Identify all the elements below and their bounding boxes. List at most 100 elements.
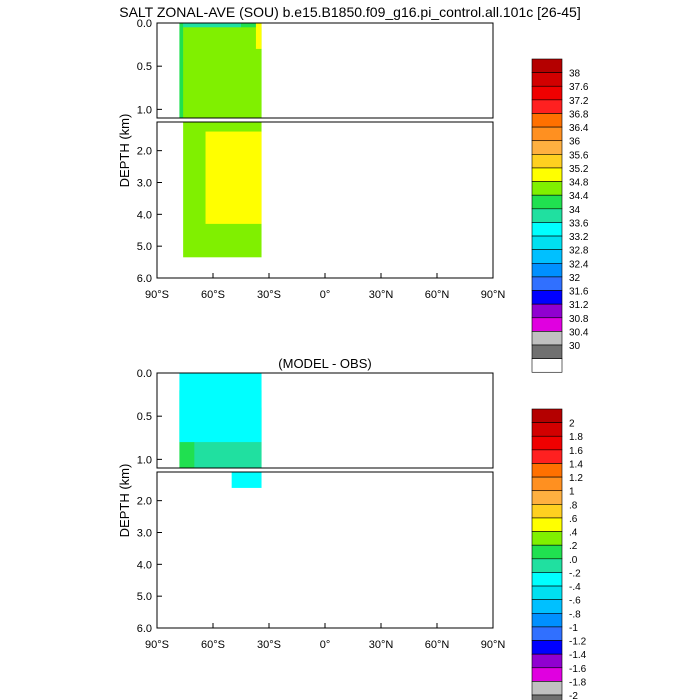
colorbar-box [531,113,563,128]
colorbar-label: .2 [569,541,578,552]
colorbar-box [531,476,563,492]
colorbar-box [531,85,563,101]
colorbar-label: 33.6 [569,218,589,229]
salinity-region-1-2 [179,373,262,443]
colorbar-box [531,126,563,142]
colorbar-label: -1.2 [569,637,587,648]
plot-frame-upper [156,22,494,119]
colorbar-label: 1.2 [569,473,583,484]
colorbar-box [531,599,563,614]
colorbar-label: .4 [569,528,578,539]
x-tick-label: 60°S [201,639,225,651]
colorbar-box [531,558,563,573]
y-tick-label: 0.0 [137,368,152,380]
colorbar-box [531,422,563,437]
x-tick-label: 60°S [201,289,225,301]
colorbar-box [531,694,563,700]
colorbar-box [531,235,563,250]
y-tick-label: 0.5 [137,61,152,73]
colorbar-label: 36.8 [569,109,589,120]
colorbar-label: 34 [569,205,581,216]
colorbar-label: 30 [569,341,581,352]
salinity-region-0-5 [205,131,262,224]
colorbar-box [531,626,563,641]
colorbar-box [531,344,563,359]
chart-title: SALT ZONAL-AVE (SOU) b.e15.B1850.f09_g16… [119,4,581,20]
colorbar-label: 31.6 [569,287,589,298]
x-tick-label: 60°N [425,639,450,651]
colorbar-box [531,167,563,182]
colorbar-box [531,504,563,519]
colorbar-label: .8 [569,500,578,511]
colorbar-box [531,358,563,373]
colorbar-label: 31.2 [569,300,589,311]
colorbar-label: 38 [569,69,581,80]
colorbar-label: -2 [569,691,578,700]
x-tick-label: 30°S [257,289,281,301]
salinity-region-0-4 [255,23,262,49]
colorbar-label: 30.8 [569,314,589,325]
y-tick-label: 6.0 [137,623,152,635]
colorbar-box [531,208,563,223]
salinity-region-1-3 [231,472,262,488]
colorbar-label: 32.8 [569,246,589,257]
y-axis-label: DEPTH (km) [117,114,132,188]
colorbar-box [531,99,563,114]
colorbar-label: 1.6 [569,446,583,457]
y-tick-label: 3.0 [137,177,152,189]
x-tick-label: 90°S [145,639,169,651]
y-tick-label: 0.0 [137,18,152,30]
colorbar-box [531,653,563,669]
colorbar-label: 36 [569,137,581,148]
colorbar-label: 34.8 [569,178,589,189]
colorbar-label: 1.8 [569,432,583,443]
y-tick-label: 5.0 [137,241,152,253]
y-tick-label: 6.0 [137,273,152,285]
x-tick-label: 30°S [257,639,281,651]
plot-frame-lower [156,471,494,629]
colorbar-box [531,317,563,332]
colorbar-box [531,249,563,264]
colorbar-box [531,408,563,423]
colorbar-box [531,667,563,682]
colorbar-label: 33.2 [569,232,589,243]
y-tick-label: 0.5 [137,411,152,423]
x-tick-label: 0° [320,639,331,651]
colorbar-label: .6 [569,514,578,525]
plot-frame-upper [156,372,494,469]
colorbar-label: -.2 [569,568,581,579]
y-axis-label: DEPTH (km) [117,464,132,538]
colorbar-label: -1.4 [569,650,587,661]
colorbar-box [531,544,563,560]
colorbar-box [531,449,563,464]
colorbar-box [531,463,563,478]
colorbar-label: 32 [569,273,581,284]
y-tick-label: 4.0 [137,559,152,571]
y-tick-label: 2.0 [137,496,152,508]
colorbar-box [531,194,563,210]
colorbar-box [531,572,563,587]
colorbar-box [531,490,563,505]
colorbar-box [531,585,563,600]
colorbar-box [531,303,563,319]
y-tick-label: 4.0 [137,209,152,221]
colorbar-label: 32.4 [569,259,589,270]
colorbar-box [531,222,563,237]
salinity-region-0-2 [183,27,262,118]
colorbar-box [531,140,563,155]
colorbar-box [531,640,563,655]
y-tick-label: 1.0 [137,104,152,116]
colorbar-label: 1 [569,487,575,498]
colorbar-box [531,181,563,196]
colorbar-box [531,612,563,628]
y-tick-label: 5.0 [137,591,152,603]
colorbar-label: 35.2 [569,164,589,175]
colorbar-label: 2 [569,419,575,430]
colorbar-label: -1 [569,623,578,634]
x-tick-label: 90°N [481,639,506,651]
colorbar-label: -.6 [569,596,581,607]
x-tick-label: 30°N [369,289,394,301]
colorbar-box [531,531,563,546]
colorbar-label: 37.6 [569,82,589,93]
x-tick-label: 60°N [425,289,450,301]
